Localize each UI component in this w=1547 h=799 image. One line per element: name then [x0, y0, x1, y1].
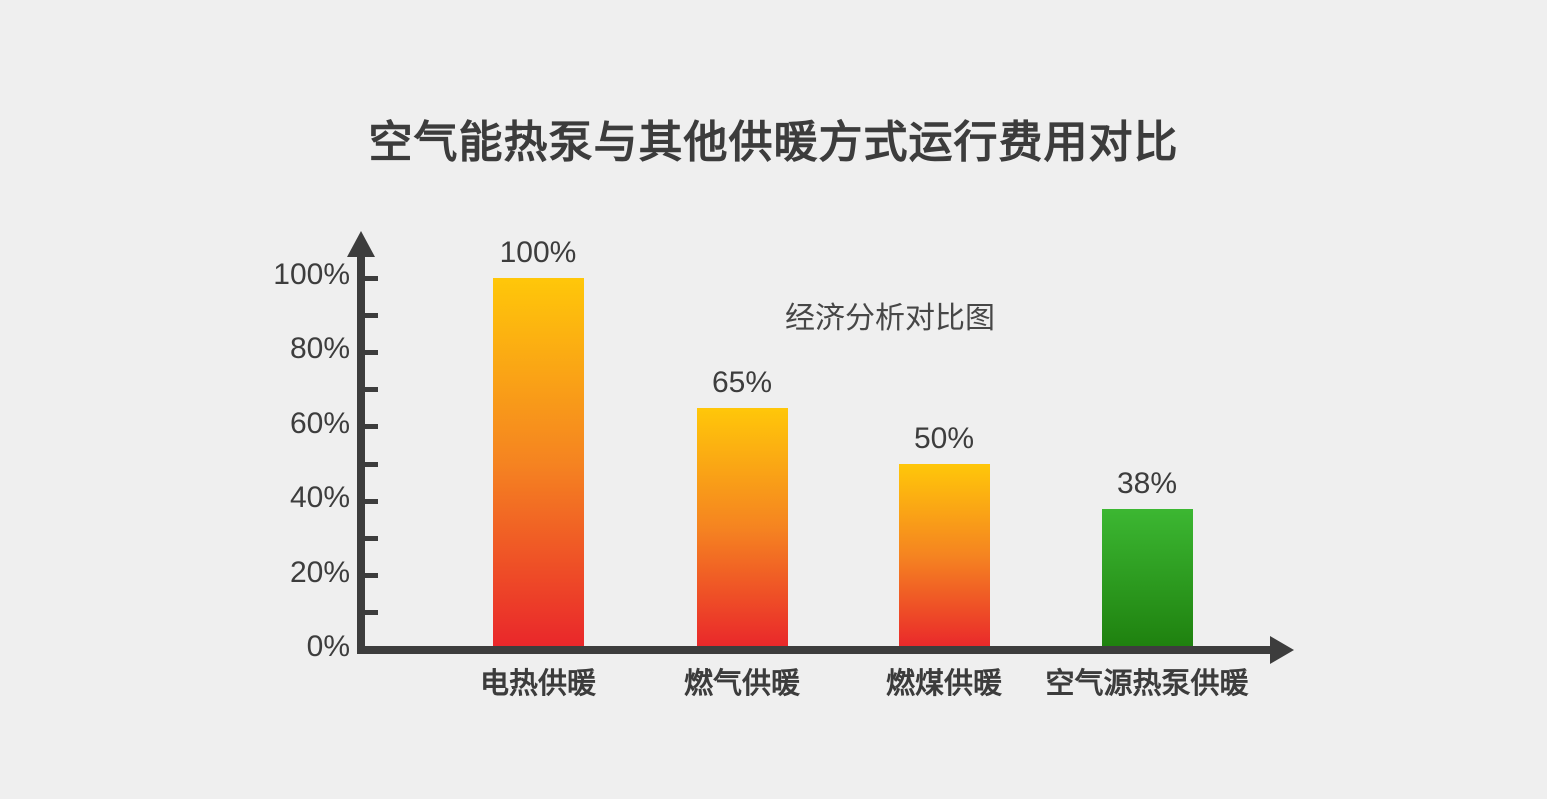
y-axis-tick — [362, 573, 378, 579]
x-axis-category-label: 燃气供暖 — [683, 668, 800, 700]
y-axis-tick — [362, 312, 378, 318]
chart-title: 空气能热泵与其他供暖方式运行费用对比 — [368, 118, 1179, 167]
bar-value-label: 100% — [499, 236, 577, 269]
chart-annotation: 经济分析对比图 — [785, 302, 995, 335]
x-axis-line — [357, 646, 1273, 654]
y-axis-tick-label: 40% — [289, 481, 350, 515]
bar-1 — [492, 278, 584, 650]
y-axis-tick-label: 80% — [289, 332, 350, 366]
bar-value-label: 38% — [1116, 466, 1178, 500]
y-axis-tick — [362, 387, 378, 393]
y-axis-tick-label: 100% — [273, 258, 350, 291]
y-axis-tick — [362, 498, 378, 504]
y-axis-tick — [362, 535, 378, 541]
y-axis-tick — [362, 275, 378, 281]
y-axis-tick — [362, 610, 378, 616]
x-axis-arrow-icon — [1270, 636, 1294, 664]
y-axis-tick — [362, 424, 378, 430]
y-axis-tick-label: 20% — [289, 555, 350, 589]
y-axis-tick-label: 0% — [306, 630, 350, 663]
y-axis-tick-label: 60% — [289, 406, 350, 440]
y-axis-tick — [362, 461, 378, 467]
y-axis-arrow-icon — [347, 231, 375, 257]
y-axis-line — [357, 248, 365, 654]
x-axis-category-label: 电热供暖 — [479, 668, 596, 700]
x-axis-category-label: 燃煤供暖 — [885, 668, 1002, 700]
bar-2 — [696, 408, 788, 650]
y-axis-tick — [362, 349, 378, 355]
bar-value-label: 65% — [711, 366, 773, 400]
bar-4 — [1101, 508, 1193, 650]
bar-3 — [898, 464, 990, 650]
x-axis-category-label: 空气源热泵供暖 — [1045, 668, 1249, 700]
bar-value-label: 50% — [913, 422, 975, 455]
